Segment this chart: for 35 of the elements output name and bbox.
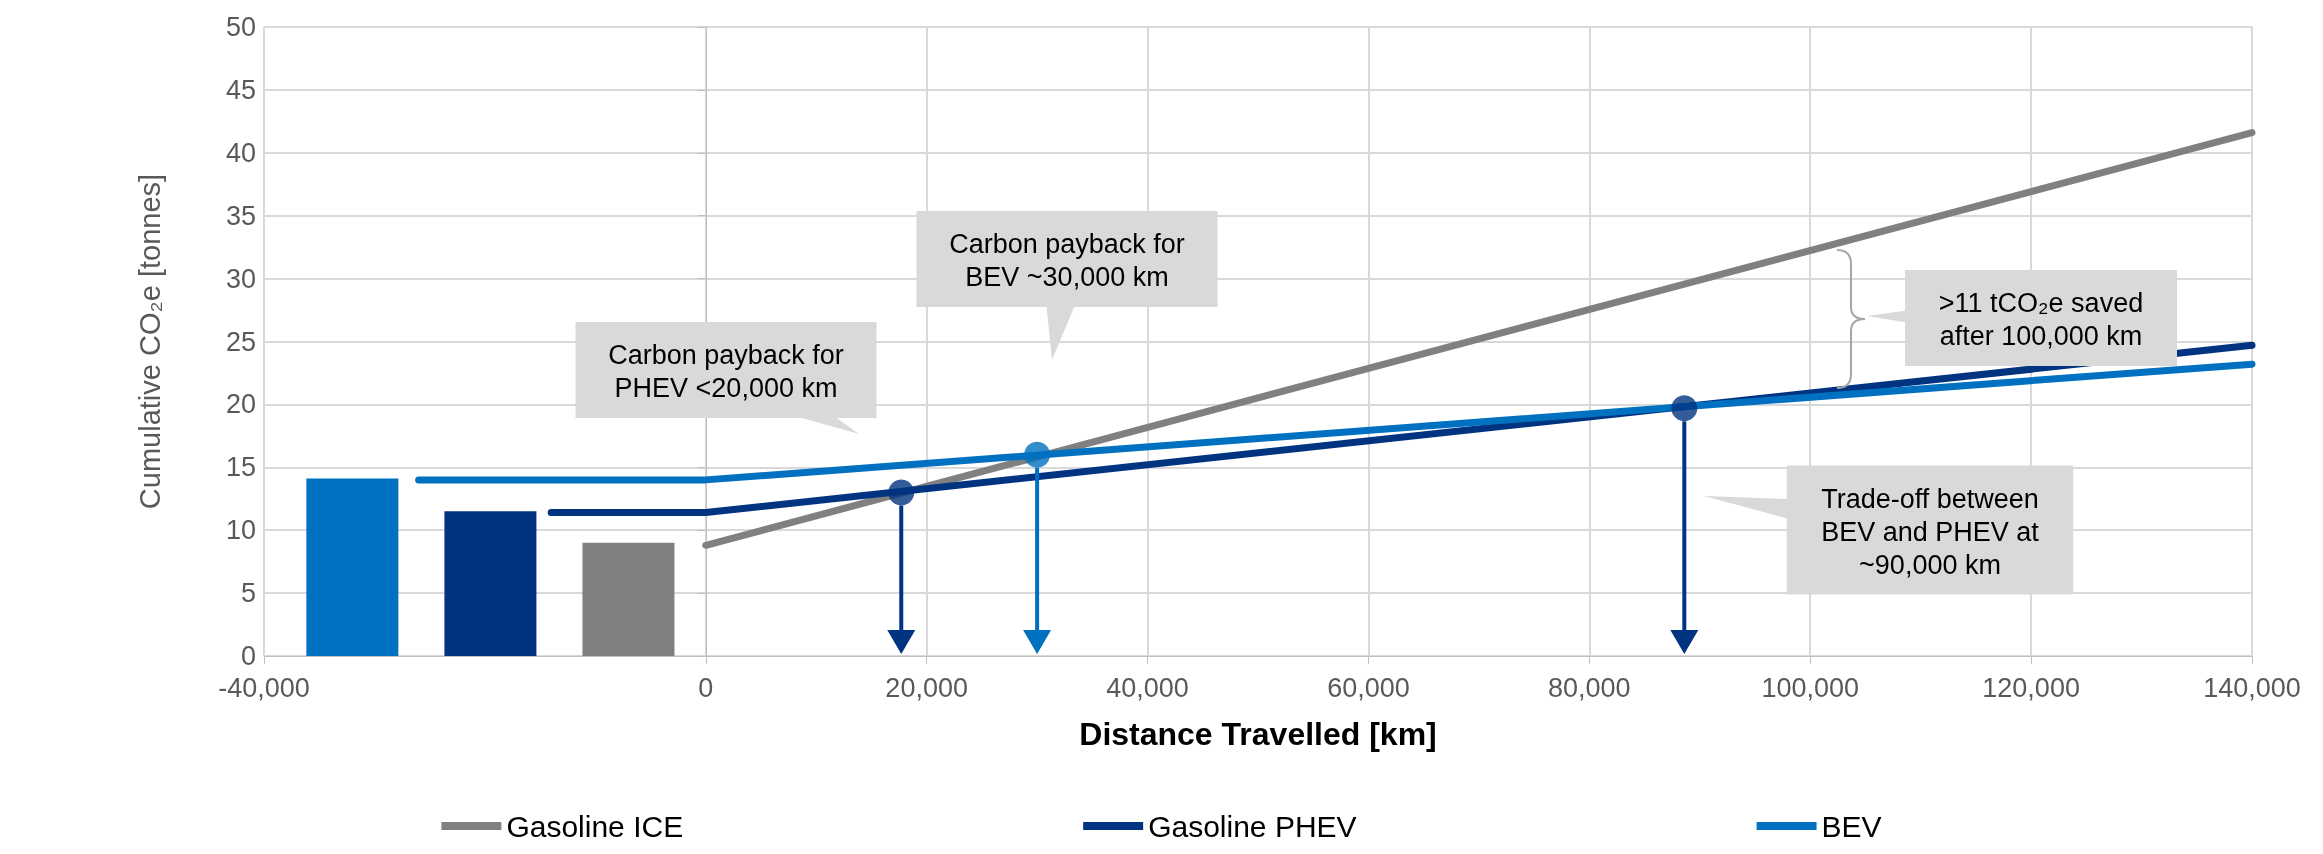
y-axis-title: Cumulative CO₂e [tonnes] [133,173,166,510]
y-tick-label: 5 [240,578,256,609]
y-tick-label: 30 [225,263,256,294]
annotation: >11 tCO₂e saved after 100,000 km [1938,288,2144,351]
y-tick-label: 50 [225,12,256,42]
x-tick-label: 100,000 [1761,672,1860,703]
x-tick-label: 0 [698,672,714,703]
x-tick-label: -40,000 [218,672,310,703]
bar [306,478,399,656]
y-tick-label: 35 [225,200,256,231]
x-tick-label: 120,000 [1982,672,2080,703]
y-tick-label: 25 [225,326,256,357]
bar [444,511,537,656]
y-tick-label: 40 [225,137,256,168]
legend-label: BEV [1821,809,1882,843]
annotation: Carbon payback for PHEV <20,000 km [608,340,844,403]
x-tick-label: 40,000 [1106,672,1189,703]
point [888,479,915,506]
y-tick-label: 20 [225,389,256,420]
point [1671,395,1698,422]
bar [582,542,675,656]
x-axis-title: Distance Travelled [km] [1079,716,1437,752]
annotation: Trade-off between BEV and PHEV at ~90,000 km [1821,483,2040,580]
x-tick-label: 60,000 [1327,672,1410,703]
x-tick-label: 140,000 [2203,672,2301,703]
annotation: Carbon payback for BEV ~30,000 km [949,229,1185,292]
legend-label: Gasoline ICE [506,809,684,843]
legend-label: Gasoline PHEV [1148,809,1357,843]
x-tick-label: 20,000 [885,672,968,703]
y-tick-label: 0 [240,641,256,671]
point [1024,441,1051,468]
y-tick-label: 15 [225,452,256,483]
y-tick-label: 10 [225,515,256,546]
y-tick-label: 45 [225,74,256,105]
x-tick-label: 80,000 [1548,672,1631,703]
